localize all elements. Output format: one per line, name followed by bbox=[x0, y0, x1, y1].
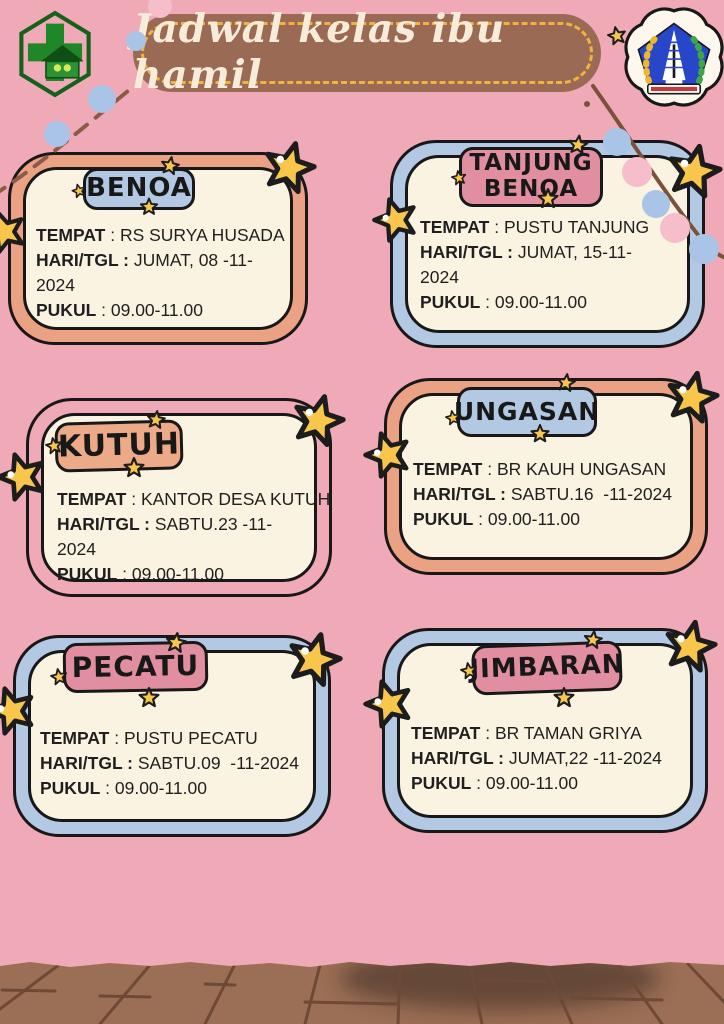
card-tanjung-benoa-title: TANJUNG BENOA bbox=[459, 147, 603, 207]
card-jimbaran-details: TEMPAT : BR TAMAN GRIYA HARI/TGL : JUMAT… bbox=[411, 723, 662, 793]
card-ungasan-title: UNGASAN bbox=[454, 387, 599, 437]
card-pecatu: PECATU TEMPAT : PUSTU PECATU HARI/TGL : … bbox=[13, 635, 331, 837]
badung-regency-crest bbox=[624, 7, 724, 107]
card-tanjung-benoa: TANJUNG BENOA TEMPAT : PUSTU TANJUNG HAR… bbox=[390, 140, 705, 348]
card-jimbaran-title: JIMBARAN bbox=[469, 640, 625, 696]
card-benoa-title: BENOA bbox=[83, 168, 195, 210]
title-banner: Jadwal kelas ibu hamil bbox=[133, 5, 601, 98]
card-tanjung-benoa-details: TEMPAT : PUSTU TANJUNG HARI/TGL : JUMAT,… bbox=[420, 217, 650, 312]
house-body bbox=[45, 60, 80, 79]
card-kutuh-title: KUTUH bbox=[54, 419, 184, 473]
card-benoa: BENOA TEMPAT : RS SURYA HUSADA HARI/TGL … bbox=[8, 152, 308, 345]
pompom-blue bbox=[44, 121, 70, 147]
card-pecatu-title: PECATU bbox=[62, 640, 209, 694]
card-benoa-details: TEMPAT : RS SURYA HUSADA HARI/TGL : JUMA… bbox=[36, 225, 285, 320]
floor-shadow bbox=[340, 962, 660, 1010]
card-kutuh-details: TEMPAT : KANTOR DESA KUTUH HARI/TGL : SA… bbox=[57, 489, 331, 584]
yellow-laurel bbox=[643, 31, 662, 85]
puskesmas-logo-icon bbox=[19, 10, 91, 98]
house-roof bbox=[41, 44, 84, 62]
card-ungasan: UNGASAN TEMPAT : BR KAUH UNGASAN HARI/TG… bbox=[384, 378, 708, 575]
wooden-floor-illustration bbox=[0, 962, 724, 1024]
page-title: Jadwal kelas ibu hamil bbox=[133, 5, 506, 98]
card-kutuh: KUTUH TEMPAT : KANTOR DESA KUTUH HARI/TG… bbox=[26, 398, 332, 597]
card-ungasan-details: TEMPAT : BR KAUH UNGASAN HARI/TGL : SABT… bbox=[413, 459, 673, 529]
plank-lines bbox=[0, 962, 724, 1024]
card-pecatu-details: TEMPAT : PUSTU PECATU HARI/TGL : SABTU.0… bbox=[40, 728, 300, 798]
card-jimbaran: JIMBARAN TEMPAT : BR TAMAN GRIYA HARI/TG… bbox=[382, 628, 708, 833]
green-laurel bbox=[686, 31, 705, 85]
